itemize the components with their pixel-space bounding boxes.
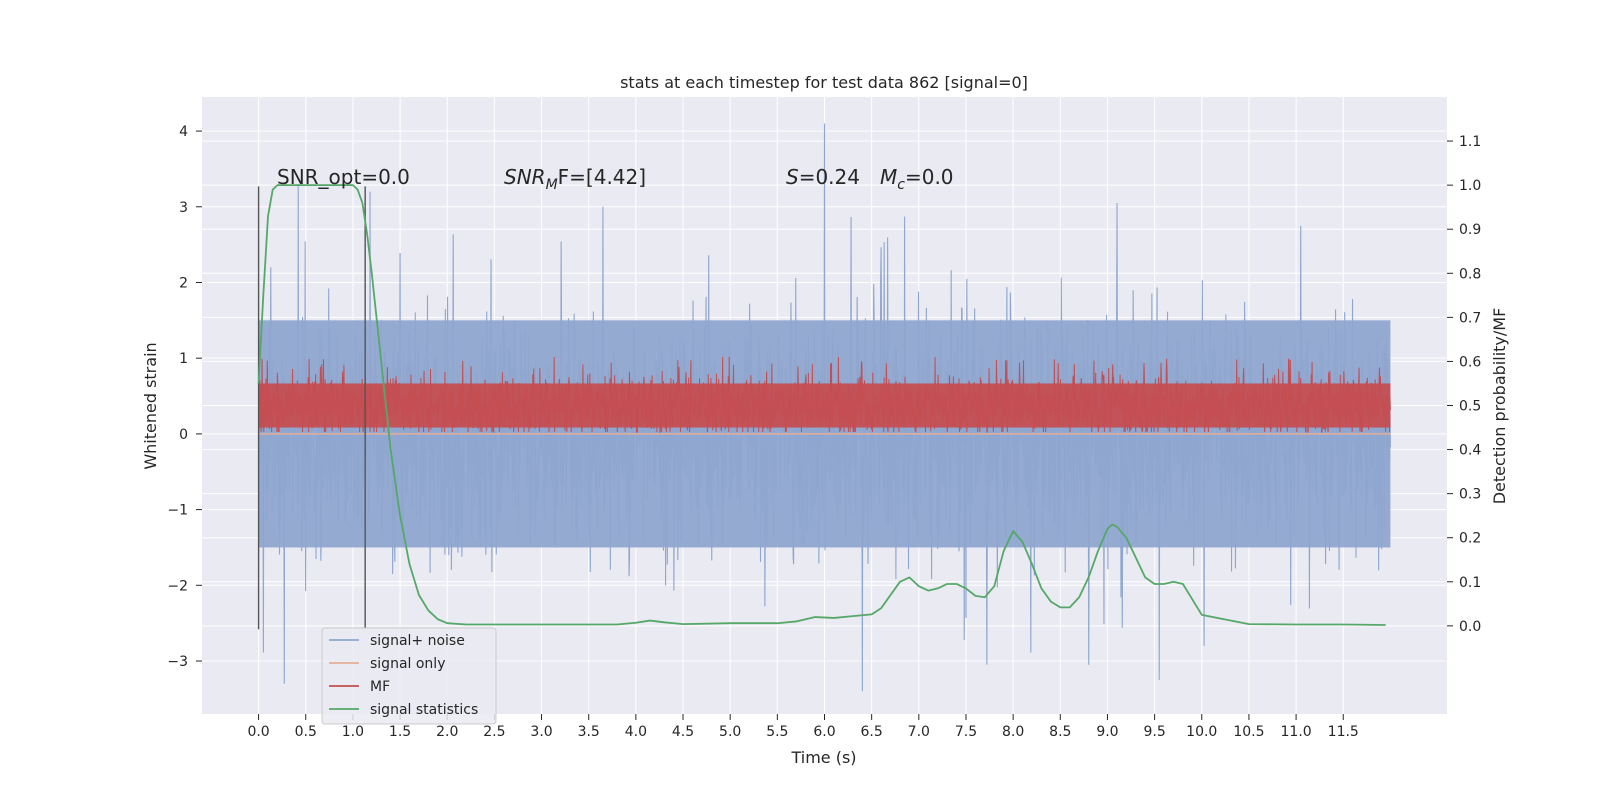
snr-opt-annotation: SNR_opt=0.0: [277, 165, 410, 189]
y-left-tick-label: −2: [167, 578, 188, 594]
x-tick-label: 8.0: [1002, 724, 1024, 740]
legend-box: [321, 627, 497, 725]
x-tick-label: 9.0: [1096, 724, 1118, 740]
signal-statistics-line: [257, 184, 1386, 626]
mf-line: [258, 357, 1391, 434]
y-left-tick-label: −1: [167, 503, 188, 519]
x-tick-label: 10.5: [1233, 724, 1264, 740]
mc-subscript: c: [897, 177, 905, 193]
x-tick-label: 3.5: [578, 724, 600, 740]
legend-label-mf: MF: [370, 679, 390, 695]
x-axis-label: Time (s): [790, 748, 856, 767]
y-left-tick-label: 2: [179, 275, 188, 291]
snr-mf-value: F=[4.42]: [558, 165, 646, 189]
y-left-tick-label: 0: [179, 427, 188, 443]
y-left-tick-label: 4: [179, 124, 188, 140]
vertical-markers: [257, 186, 366, 630]
y-right-tick-label: 0.7: [1459, 310, 1481, 326]
x-tick-label: 2.5: [483, 724, 505, 740]
x-tick-label: 4.0: [625, 724, 647, 740]
legend-label-signal-only: signal only: [370, 656, 445, 672]
y-right-tick-label: 1.0: [1459, 178, 1481, 194]
mf-series: [258, 357, 1391, 434]
x-tick-label: 11.0: [1281, 724, 1312, 740]
s-annotation: S=0.24: [786, 165, 860, 189]
x-tick-label: 0.0: [247, 724, 269, 740]
x-tick-label: 0.5: [295, 724, 317, 740]
mc-annotation: Mc=0.0: [880, 165, 954, 193]
legend: signal+ noise signal only MF signal stat…: [321, 627, 497, 725]
mc-value: =0.0: [905, 165, 954, 189]
x-tick-label: 7.0: [908, 724, 930, 740]
x-tick-label: 3.0: [530, 724, 552, 740]
left-y-axis-label: Whitened strain: [141, 342, 160, 469]
y-left-tick-label: −3: [167, 654, 188, 670]
s-value: =0.24: [799, 165, 860, 189]
y-left-tick-label: 3: [179, 200, 188, 216]
x-axis-ticks: 0.0 0.5 1.0 1.5 2.0 2.5 3.0 3.5 4.0 4.5 5.0 5.5 6.0 6…: [247, 714, 1359, 740]
y-right-tick-label: 0.2: [1459, 531, 1481, 547]
snr-mf-symbol: SNR: [504, 165, 546, 189]
s-symbol: S: [786, 165, 799, 189]
y-right-tick-label: 0.4: [1459, 443, 1481, 459]
y-right-tick-label: 0.6: [1459, 354, 1481, 370]
x-tick-label: 7.5: [955, 724, 977, 740]
x-tick-label: 6.5: [861, 724, 883, 740]
y-right-tick-label: 0.3: [1459, 487, 1481, 503]
y-right-tick-label: 0.8: [1459, 266, 1481, 282]
x-tick-label: 6.0: [813, 724, 835, 740]
y-right-tick-label: 1.1: [1459, 134, 1481, 150]
x-tick-label: 2.0: [436, 724, 458, 740]
snr-mf-subscript: M: [546, 177, 558, 193]
y-left-tick-label: 1: [179, 351, 188, 367]
x-tick-label: 5.0: [719, 724, 741, 740]
signal-statistics-series: [257, 184, 1386, 626]
right-y-axis-label: Detection probability/MF: [1490, 308, 1509, 505]
x-tick-label: 11.5: [1328, 724, 1359, 740]
y-right-tick-label: 0.0: [1459, 619, 1481, 635]
legend-label-signal-noise: signal+ noise: [370, 633, 465, 649]
mc-symbol: M: [880, 165, 897, 189]
chart-title: stats at each timestep for test data 862…: [620, 73, 1028, 92]
x-tick-label: 1.0: [342, 724, 364, 740]
x-tick-label: 1.5: [389, 724, 411, 740]
snr-mf-annotation: SNRMF=[4.42]: [504, 165, 646, 193]
x-tick-label: 9.5: [1143, 724, 1165, 740]
y-right-tick-label: 0.9: [1459, 222, 1481, 238]
x-tick-label: 10.0: [1186, 724, 1217, 740]
y-right-tick-label: 0.5: [1459, 399, 1481, 415]
legend-label-signal-statistics: signal statistics: [370, 702, 478, 718]
left-y-axis-ticks: −3 −2 −1 0 1 2 3 4: [167, 124, 202, 670]
x-tick-label: 5.5: [766, 724, 788, 740]
right-y-axis-ticks: 0.0 0.1 0.2 0.3 0.4 0.5 0.6 0.7 0.8 0.9 1.0 1.1: [1447, 134, 1481, 635]
x-tick-label: 8.5: [1049, 724, 1071, 740]
y-right-tick-label: 0.1: [1459, 575, 1481, 591]
x-tick-label: 4.5: [672, 724, 694, 740]
